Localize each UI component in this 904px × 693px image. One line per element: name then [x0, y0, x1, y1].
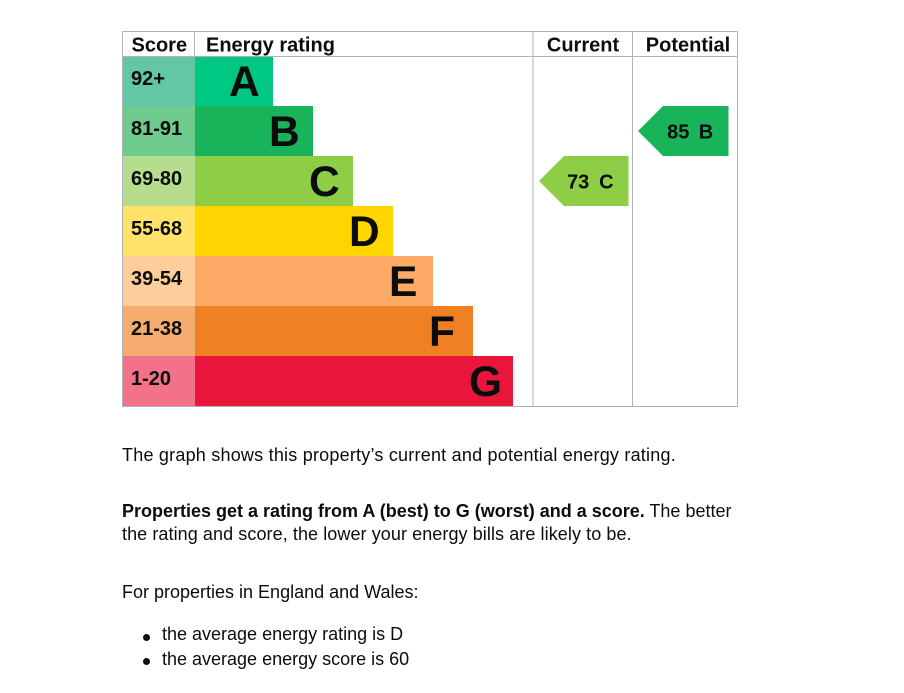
svg-text:Score: Score: [132, 35, 188, 57]
svg-text:39-54: 39-54: [131, 268, 183, 290]
svg-text:81-91: 81-91: [131, 118, 182, 140]
svg-text:B: B: [269, 109, 300, 156]
svg-text:G: G: [469, 359, 502, 406]
svg-text:A: A: [229, 59, 260, 106]
svg-text:C: C: [309, 159, 340, 206]
svg-text:55-68: 55-68: [131, 218, 182, 240]
svg-text:B: B: [699, 122, 713, 144]
svg-text:E: E: [389, 259, 417, 306]
svg-text:C: C: [599, 172, 613, 194]
svg-text:D: D: [349, 209, 380, 256]
svg-text:Potential: Potential: [646, 35, 730, 57]
svg-text:Current: Current: [547, 35, 620, 57]
svg-text:92+: 92+: [131, 68, 165, 90]
svg-text:F: F: [429, 309, 455, 356]
svg-text:Energy rating: Energy rating: [206, 35, 335, 57]
svg-text:73: 73: [567, 172, 589, 194]
svg-text:1-20: 1-20: [131, 368, 171, 390]
svg-text:69-80: 69-80: [131, 168, 182, 190]
svg-text:21-38: 21-38: [131, 318, 182, 340]
svg-text:85: 85: [667, 122, 689, 144]
